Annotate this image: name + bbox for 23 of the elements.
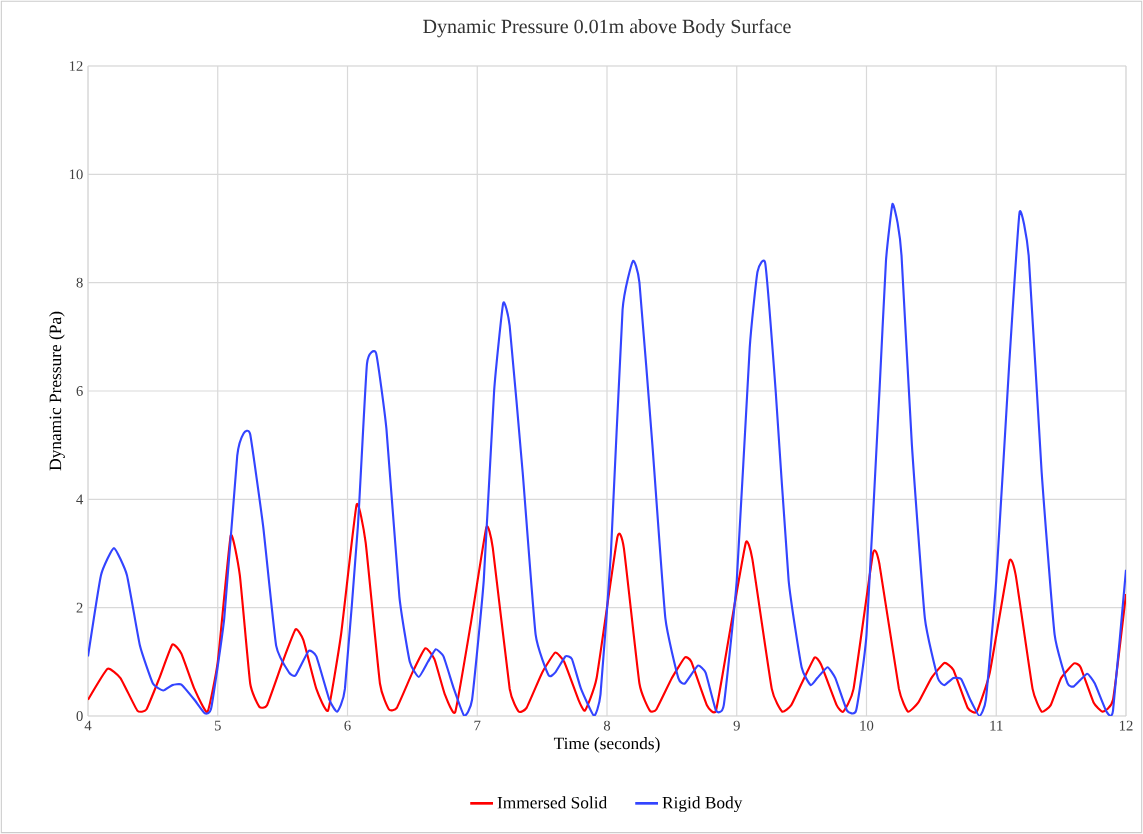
y-tick-label: 10 — [69, 169, 83, 180]
x-tick-label: 6 — [344, 720, 351, 731]
x-tick-label: 8 — [603, 720, 611, 731]
line-series — [88, 503, 1126, 714]
y-tick-label: 8 — [76, 277, 83, 288]
chart-title: Dynamic Pressure 0.01m above Body Surface — [423, 18, 791, 38]
y-axis-title: Dynamic Pressure (Pa) — [49, 311, 65, 471]
x-tick-label: 9 — [733, 720, 740, 731]
x-tick-label: 11 — [990, 720, 1003, 731]
x-tick-label: 7 — [474, 720, 481, 731]
x-tick-label: 5 — [214, 720, 221, 731]
legend-label: Immersed Solid — [497, 796, 608, 809]
x-tick-label: 10 — [860, 720, 874, 731]
legend-label: Rigid Body — [662, 796, 743, 813]
y-tick-label: 4 — [76, 494, 84, 505]
x-tick-label: 4 — [84, 720, 92, 731]
y-tick-label: 0 — [76, 711, 83, 721]
x-axis-title: Time (seconds) — [553, 737, 660, 753]
y-tick-label: 2 — [76, 602, 83, 613]
y-tick-label: 12 — [69, 61, 83, 71]
line-series — [88, 203, 1126, 716]
x-tick-label: 12 — [1119, 720, 1133, 731]
y-tick-label: 6 — [76, 386, 83, 396]
